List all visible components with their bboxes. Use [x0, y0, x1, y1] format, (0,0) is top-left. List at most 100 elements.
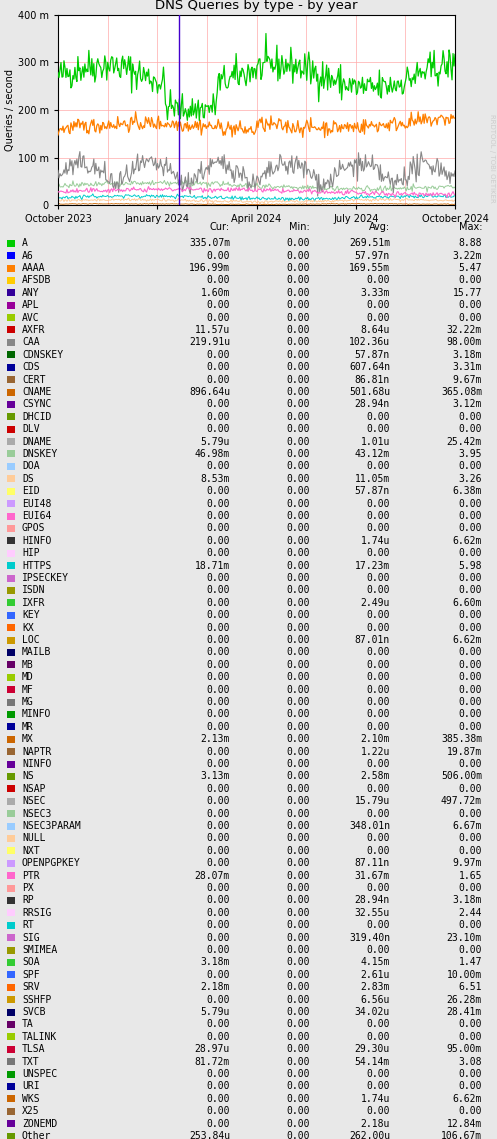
Text: 57.87n: 57.87n: [355, 350, 390, 360]
Text: 0.00: 0.00: [206, 784, 230, 794]
Text: 31.67m: 31.67m: [355, 870, 390, 880]
Text: 0.00: 0.00: [459, 672, 482, 682]
Text: 0.00: 0.00: [366, 710, 390, 720]
Text: 0.00: 0.00: [286, 276, 310, 286]
Text: 0.00: 0.00: [286, 524, 310, 533]
Text: 25.42m: 25.42m: [447, 436, 482, 446]
Text: 6.60m: 6.60m: [453, 598, 482, 608]
Text: 28.07m: 28.07m: [195, 870, 230, 880]
Text: 0.00: 0.00: [459, 511, 482, 521]
Text: APL: APL: [22, 301, 40, 310]
Text: 26.28m: 26.28m: [447, 994, 482, 1005]
Text: 0.00: 0.00: [286, 1106, 310, 1116]
Text: 87.11n: 87.11n: [355, 858, 390, 868]
Text: 0.00: 0.00: [286, 1032, 310, 1042]
Text: 0.00: 0.00: [366, 623, 390, 632]
Text: 0.00: 0.00: [206, 945, 230, 954]
Text: 0.00: 0.00: [286, 238, 310, 248]
Text: 896.64u: 896.64u: [189, 387, 230, 398]
Text: 0.00: 0.00: [286, 685, 310, 695]
Text: 0.00: 0.00: [366, 784, 390, 794]
Text: 0.00: 0.00: [206, 400, 230, 409]
Text: SIG: SIG: [22, 933, 40, 943]
Text: 3.18m: 3.18m: [201, 958, 230, 967]
Text: 0.00: 0.00: [459, 524, 482, 533]
Text: 0.00: 0.00: [206, 697, 230, 707]
Text: AFSDB: AFSDB: [22, 276, 51, 286]
Text: 0.00: 0.00: [286, 784, 310, 794]
Text: 0.00: 0.00: [459, 412, 482, 421]
Text: 0.00: 0.00: [459, 809, 482, 819]
Text: 0.00: 0.00: [286, 697, 310, 707]
Text: 0.00: 0.00: [206, 598, 230, 608]
Text: 1.01u: 1.01u: [361, 436, 390, 446]
Text: 0.00: 0.00: [286, 1093, 310, 1104]
Text: 0.00: 0.00: [366, 424, 390, 434]
Text: 0.00: 0.00: [206, 375, 230, 385]
Text: 0.00: 0.00: [206, 301, 230, 310]
Text: URI: URI: [22, 1081, 40, 1091]
Text: 0.00: 0.00: [206, 623, 230, 632]
Text: 501.68u: 501.68u: [349, 387, 390, 398]
Text: 0.00: 0.00: [286, 846, 310, 855]
Text: 0.00: 0.00: [286, 933, 310, 943]
Text: 0.00: 0.00: [206, 685, 230, 695]
Text: 0.00: 0.00: [366, 611, 390, 621]
Text: 0.00: 0.00: [286, 412, 310, 421]
Text: DOA: DOA: [22, 461, 40, 472]
Text: 0.00: 0.00: [366, 312, 390, 322]
Text: 0.00: 0.00: [366, 585, 390, 596]
Text: 0.00: 0.00: [206, 710, 230, 720]
Text: 3.12m: 3.12m: [453, 400, 482, 409]
Text: WKS: WKS: [22, 1093, 40, 1104]
Text: 0.00: 0.00: [206, 1070, 230, 1079]
Text: 0.00: 0.00: [206, 969, 230, 980]
Text: 0.00: 0.00: [206, 672, 230, 682]
Text: 0.00: 0.00: [286, 969, 310, 980]
Text: IPSECKEY: IPSECKEY: [22, 573, 69, 583]
Text: 0.00: 0.00: [206, 362, 230, 372]
Text: HIP: HIP: [22, 548, 40, 558]
Text: 3.31m: 3.31m: [453, 362, 482, 372]
Text: 335.07m: 335.07m: [189, 238, 230, 248]
Text: 1.74u: 1.74u: [361, 535, 390, 546]
Y-axis label: Queries / second: Queries / second: [5, 69, 15, 151]
Text: UNSPEC: UNSPEC: [22, 1070, 57, 1079]
Text: 23.10m: 23.10m: [447, 933, 482, 943]
Text: 0.00: 0.00: [366, 1032, 390, 1042]
Text: 0.00: 0.00: [366, 548, 390, 558]
Text: 0.00: 0.00: [459, 710, 482, 720]
Text: 12.84m: 12.84m: [447, 1118, 482, 1129]
Text: 0.00: 0.00: [366, 809, 390, 819]
Text: 5.79u: 5.79u: [201, 436, 230, 446]
Text: 0.00: 0.00: [206, 535, 230, 546]
Text: 0.00: 0.00: [206, 276, 230, 286]
Text: 0.00: 0.00: [206, 722, 230, 731]
Text: 607.64n: 607.64n: [349, 362, 390, 372]
Text: 0.00: 0.00: [206, 1093, 230, 1104]
Text: 0.00: 0.00: [206, 746, 230, 756]
Text: 0.00: 0.00: [206, 1118, 230, 1129]
Text: 0.00: 0.00: [459, 573, 482, 583]
Text: 43.12m: 43.12m: [355, 449, 390, 459]
Text: 57.97n: 57.97n: [355, 251, 390, 261]
Text: 0.00: 0.00: [286, 585, 310, 596]
Text: 3.22m: 3.22m: [453, 251, 482, 261]
Text: 0.00: 0.00: [366, 524, 390, 533]
Text: 87.01n: 87.01n: [355, 636, 390, 645]
Text: 3.18m: 3.18m: [453, 895, 482, 906]
Text: 0.00: 0.00: [459, 623, 482, 632]
Text: EID: EID: [22, 486, 40, 497]
Text: 0.00: 0.00: [459, 659, 482, 670]
Text: Avg:: Avg:: [369, 222, 390, 232]
Text: 385.38m: 385.38m: [441, 735, 482, 744]
Text: 0.00: 0.00: [286, 647, 310, 657]
Text: 1.47: 1.47: [459, 958, 482, 967]
Text: 0.00: 0.00: [206, 933, 230, 943]
Text: IXFR: IXFR: [22, 598, 46, 608]
Text: 0.00: 0.00: [206, 1106, 230, 1116]
Text: 8.64u: 8.64u: [361, 325, 390, 335]
Text: 0.00: 0.00: [459, 1070, 482, 1079]
Text: NULL: NULL: [22, 834, 46, 843]
Text: 0.00: 0.00: [206, 1019, 230, 1030]
